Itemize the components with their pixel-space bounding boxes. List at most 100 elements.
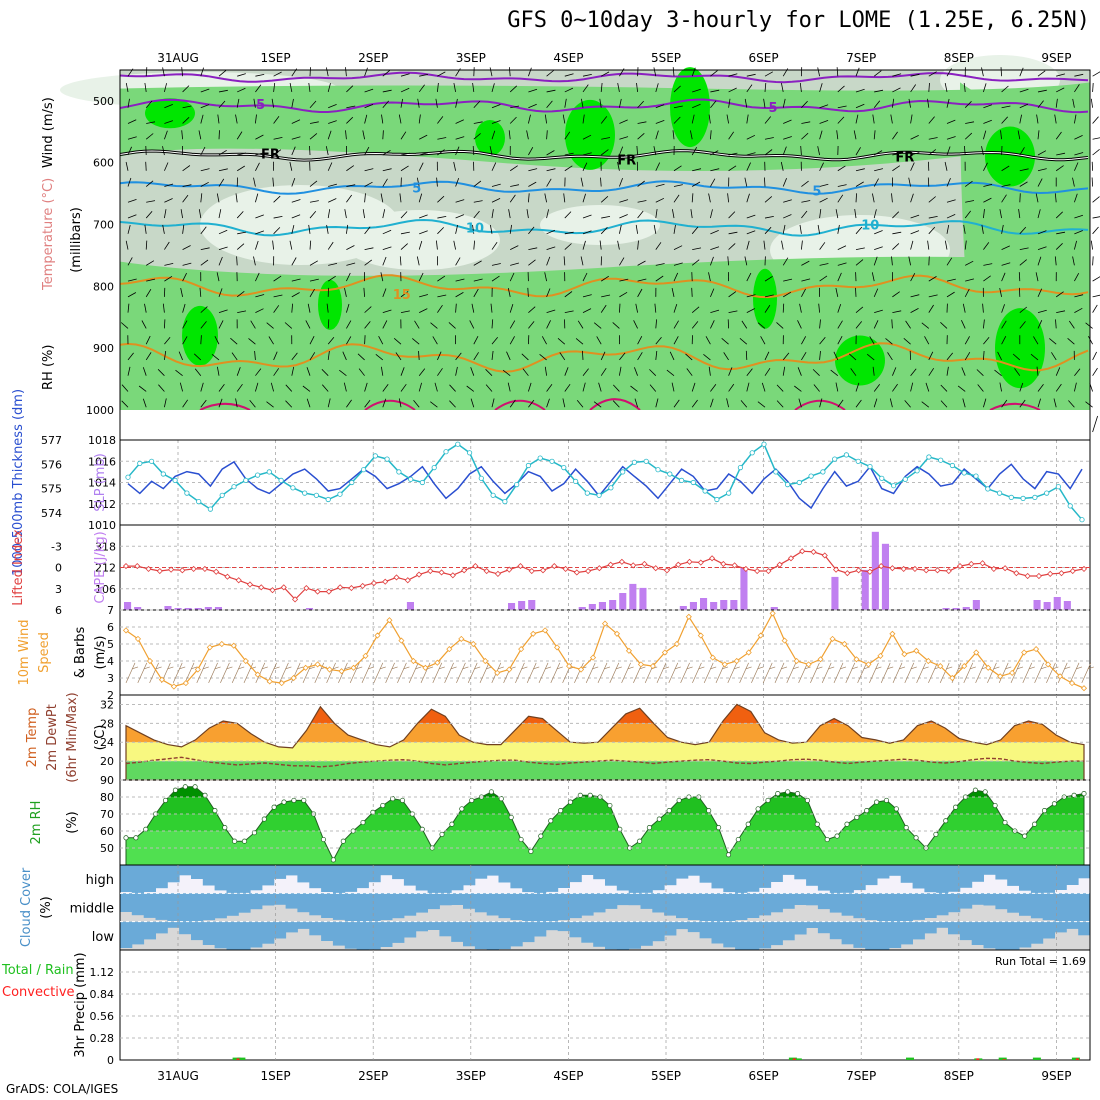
wind-pt-16 <box>314 661 321 668</box>
li-pt-44 <box>618 558 625 565</box>
credit-label: GrADS: COLA/IGES <box>6 1082 119 1096</box>
wind-pt-58 <box>817 656 824 663</box>
date-bottom-6: 6SEP <box>749 1069 779 1083</box>
wind-pt-56 <box>793 657 800 665</box>
cloud-mid-12 <box>262 893 275 906</box>
cloud-mid-33 <box>510 893 523 920</box>
cape-bar-7 <box>194 608 202 610</box>
cape-bar-73 <box>861 569 869 610</box>
run-total-label: Run Total = 1.69 <box>995 955 1086 968</box>
li-ylabel-group: Lifted Index <box>11 529 26 606</box>
ua-ylabel-rh: RH (%) <box>41 345 56 390</box>
cloud-high-53 <box>747 865 760 892</box>
cloud-low-41 <box>605 921 618 950</box>
cloud-high-61 <box>841 865 854 893</box>
contour-label-4: FR <box>895 151 914 166</box>
cloud-high-46 <box>664 865 677 886</box>
wind-pt-9 <box>230 642 237 649</box>
precip-conv-bar-4 <box>1075 1058 1079 1060</box>
cloud-low-75 <box>1007 921 1020 950</box>
wind-pt-3 <box>158 676 165 683</box>
ua-ytick-2: 700 <box>93 219 114 232</box>
wind-pt-63 <box>877 652 884 659</box>
wind-pt-22 <box>386 617 393 624</box>
cloud-mid-25 <box>415 893 428 913</box>
wind-pt-12 <box>266 678 273 685</box>
li-pt-43 <box>607 561 614 568</box>
rh-saturated-patch-9 <box>475 120 505 156</box>
li-pt-9 <box>224 573 231 580</box>
cloud-mid-59 <box>817 893 831 910</box>
wind-pt-25 <box>422 664 429 671</box>
cloud-ylabel-2: (%) <box>39 896 54 919</box>
cloud-mid-77 <box>1030 893 1044 919</box>
li-pt-40 <box>573 569 580 576</box>
li-pt-10 <box>235 577 242 584</box>
cape-bar-92 <box>1053 597 1061 610</box>
humidity-contour-0 <box>199 402 251 411</box>
cloud-high-13 <box>273 865 287 879</box>
rh2m-pt-24 <box>360 819 366 826</box>
cloud-low-9 <box>226 921 239 950</box>
cloud-mid-6 <box>191 893 204 922</box>
rh-saturated-patch-1 <box>565 99 615 170</box>
cloud-mid-34 <box>522 893 535 922</box>
wind-pt-73 <box>997 673 1004 680</box>
cloud-mid-47 <box>676 893 689 919</box>
cloud-low-74 <box>995 921 1008 950</box>
thickness-line <box>127 460 1083 510</box>
cloud-low-54 <box>758 921 772 949</box>
li-pt-68 <box>889 565 896 572</box>
rh2m-pt-61 <box>725 852 732 858</box>
slp-line-pt-11 <box>255 472 261 478</box>
ua-ylabel-group: RH (%) Temperature (°C) Wind (m/s) (milliba… <box>41 97 84 390</box>
cloud-low-11 <box>250 921 263 948</box>
cloud-low-50 <box>711 921 724 944</box>
cloud-high-39 <box>581 865 594 875</box>
cloud-mid-57 <box>794 893 807 905</box>
li-pt-61 <box>810 548 817 555</box>
slp-line-pt-9 <box>231 484 237 490</box>
rh2m-pt-44 <box>558 808 564 814</box>
cape-bar-90 <box>1033 600 1041 610</box>
temp-band-3 <box>126 704 1084 724</box>
cape-bar-45 <box>578 607 586 610</box>
li-pt-62 <box>821 552 828 559</box>
slp-line-pt-16 <box>313 492 319 498</box>
cloud-mid-0 <box>120 893 133 912</box>
slp-line-pt-8 <box>219 492 225 498</box>
rh2m-pt-63 <box>745 821 751 827</box>
wind-pt-41 <box>613 630 621 637</box>
wind-pt-60 <box>841 640 848 648</box>
cloud-high-52 <box>735 865 748 894</box>
cloud-ylabel-2-group: (%) <box>39 896 54 919</box>
thickness-ytick-3: 577 <box>41 434 62 447</box>
cape-bar-50 <box>629 583 637 610</box>
precip-ytick-1: 0.28 <box>90 1032 115 1045</box>
slp-line-pt-55 <box>773 469 779 475</box>
wind-pt-21 <box>374 632 381 639</box>
rh-saturated-patch-5 <box>753 268 777 329</box>
precip-legend-total: Total / Rain <box>1 963 74 978</box>
slp-line-pt-62 <box>855 458 861 464</box>
temp-ylabel-2-group: 2m DewPt <box>45 704 60 771</box>
below-surface <box>120 410 1090 440</box>
li-pt-29 <box>449 572 456 579</box>
precip-ytick-4: 1.12 <box>90 966 115 979</box>
cloud-high-41 <box>605 865 618 886</box>
rh2m-pt-4 <box>162 797 169 803</box>
cape-bar-46 <box>588 604 596 610</box>
cloud-high-68 <box>924 865 937 893</box>
li-pt-72 <box>934 567 941 574</box>
wind-pt-40 <box>601 620 609 627</box>
cloud-high-50 <box>711 865 724 889</box>
rh2m-pt-39 <box>508 814 514 820</box>
cloud-mid-7 <box>202 893 216 921</box>
li-pt-45 <box>630 562 637 569</box>
cloud-low-66 <box>900 921 913 945</box>
cloud-mid-60 <box>829 893 843 913</box>
cloud-high-20 <box>356 865 369 889</box>
cloud-low-68 <box>924 921 937 934</box>
thickness-ytick-2: 576 <box>41 458 62 471</box>
cloud-high-63 <box>865 865 878 886</box>
